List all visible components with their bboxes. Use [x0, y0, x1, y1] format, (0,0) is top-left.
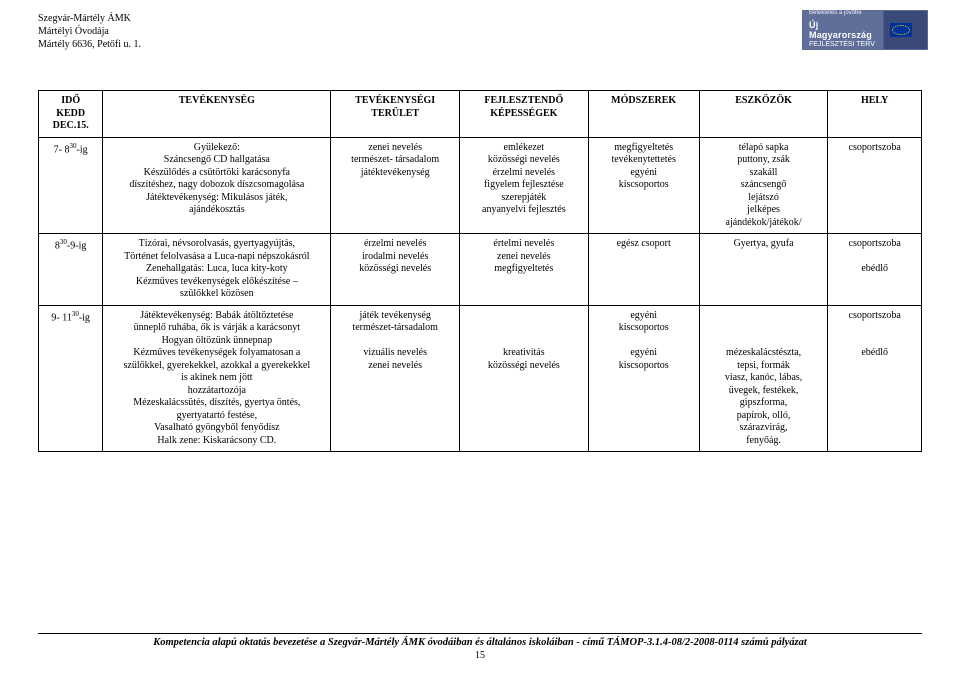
- cell-ido: 9- 1130-ig: [39, 305, 103, 452]
- cell-eszkozok: Gyertya, gyufa: [699, 234, 828, 306]
- cell-modszerek: megfigyeltetéstevékenytettetésegyénikisc…: [588, 137, 699, 234]
- eu-flag-icon: [890, 23, 912, 37]
- th-kep-1: FEJLESZTENDŐ: [465, 95, 583, 108]
- cell-terulet: érzelmi nevelésirodalmi nevelésközösségi…: [331, 234, 460, 306]
- cell-hely: csoportszoba: [828, 137, 922, 234]
- page-header: Szegvár-Mártély ÁMK Mártélyi Óvodája Már…: [38, 12, 141, 51]
- th-kep-2: KÉPESSÉGEK: [465, 108, 583, 121]
- col-eszkozok: ESZKÖZÖK: [699, 91, 828, 138]
- col-kepessegek: FEJLESZTENDŐ KÉPESSÉGEK: [460, 91, 589, 138]
- cell-tevekenyseg: Tízórai, névsorolvasás, gyertyagyújtás,T…: [103, 234, 331, 306]
- th-ido-3: DEC.15.: [44, 120, 97, 133]
- cell-hely: csoportszoba ebédlő: [828, 305, 922, 452]
- cell-tevekenyseg: Játéktevékenység: Babák átöltöztetéseünn…: [103, 305, 331, 452]
- logo-tagline: Befektetés a jövőbe: [809, 10, 884, 17]
- cell-hely: csoportszoba ebédlő: [828, 234, 922, 306]
- col-hely: HELY: [828, 91, 922, 138]
- table-header-row: IDŐ KEDD DEC.15. TEVÉKENYSÉG TEVÉKENYSÉG…: [39, 91, 922, 138]
- th-ido-1: IDŐ: [44, 95, 97, 108]
- cell-modszerek: egyénikiscsoportos egyénikiscsoportos: [588, 305, 699, 452]
- content-area: IDŐ KEDD DEC.15. TEVÉKENYSÉG TEVÉKENYSÉG…: [38, 90, 922, 452]
- header-line-2: Mártélyi Óvodája: [38, 25, 141, 38]
- col-ido: IDŐ KEDD DEC.15.: [39, 91, 103, 138]
- col-tevekenyseg: TEVÉKENYSÉG: [103, 91, 331, 138]
- cell-kepessegek: értelmi nevelészenei nevelésmegfigyeltet…: [460, 234, 589, 306]
- footer-text: Kompetencia alapú oktatás bevezetése a S…: [153, 637, 807, 648]
- cell-terulet: zenei neveléstermészet- társadalomjátékt…: [331, 137, 460, 234]
- cell-tevekenyseg: Gyülekező:Száncsengő CD hallgatásaKészül…: [103, 137, 331, 234]
- page-footer: Kompetencia alapú oktatás bevezetése a S…: [38, 633, 922, 661]
- th-ido-2: KEDD: [44, 108, 97, 121]
- cell-modszerek: egész csoport: [588, 234, 699, 306]
- cell-kepessegek: kreativitásközösségi nevelés: [460, 305, 589, 452]
- th-terulet-1: TEVÉKENYSÉGI: [336, 95, 454, 108]
- table-row: 7- 830-igGyülekező:Száncsengő CD hallgat…: [39, 137, 922, 234]
- header-line-3: Mártély 6636, Petőfi u. 1.: [38, 38, 141, 51]
- schedule-table: IDŐ KEDD DEC.15. TEVÉKENYSÉG TEVÉKENYSÉG…: [38, 90, 922, 452]
- cell-ido: 830-9-ig: [39, 234, 103, 306]
- cell-eszkozok: mézeskalácstészta,tepsi, formákviasz, ka…: [699, 305, 828, 452]
- page-number: 15: [38, 650, 922, 661]
- cell-ido: 7- 830-ig: [39, 137, 103, 234]
- eu-logo: Befektetés a jövőbe Új Magyarország FEJL…: [802, 10, 928, 50]
- col-terulet: TEVÉKENYSÉGI TERÜLET: [331, 91, 460, 138]
- table-row: 9- 1130-igJátéktevékenység: Babák átöltö…: [39, 305, 922, 452]
- logo-brand-2: FEJLESZTÉSI TERV: [809, 41, 884, 49]
- table-row: 830-9-igTízórai, névsorolvasás, gyertyag…: [39, 234, 922, 306]
- cell-eszkozok: télapó sapkaputtony, zsákszakállszáncsen…: [699, 137, 828, 234]
- header-line-1: Szegvár-Mártély ÁMK: [38, 12, 141, 25]
- logo-text: Befektetés a jövőbe Új Magyarország FEJL…: [803, 10, 884, 49]
- th-terulet-2: TERÜLET: [336, 108, 454, 121]
- col-modszerek: MÓDSZEREK: [588, 91, 699, 138]
- cell-kepessegek: emlékezetközösségi nevelésérzelmi nevelé…: [460, 137, 589, 234]
- cell-terulet: játék tevékenységtermészet-társadalom vi…: [331, 305, 460, 452]
- logo-brand-1: Új Magyarország: [809, 20, 884, 42]
